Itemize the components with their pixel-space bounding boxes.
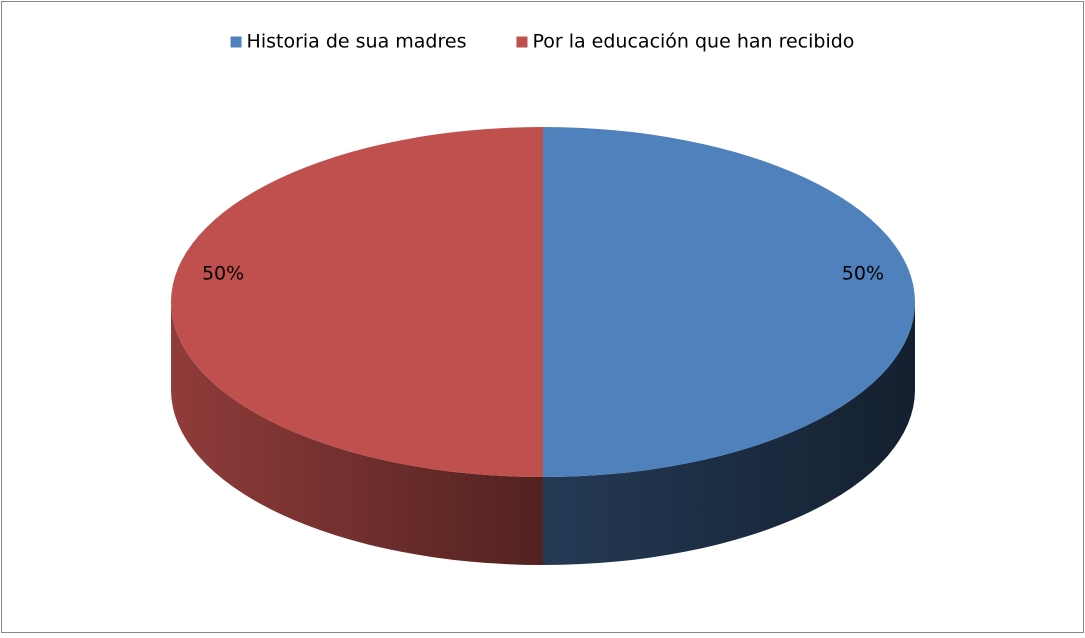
pie-slice: [543, 127, 915, 477]
legend-label: Por la educación que han recibido: [532, 31, 854, 53]
data-label: 50%: [202, 263, 244, 285]
pie-side: [171, 302, 543, 565]
legend-swatch: [516, 36, 528, 48]
pie-slice: [171, 127, 543, 477]
legend-label: Historia de sua madres: [247, 31, 467, 53]
legend-swatch: [230, 36, 242, 48]
data-label: 50%: [842, 263, 884, 285]
pie-side: [543, 302, 915, 565]
